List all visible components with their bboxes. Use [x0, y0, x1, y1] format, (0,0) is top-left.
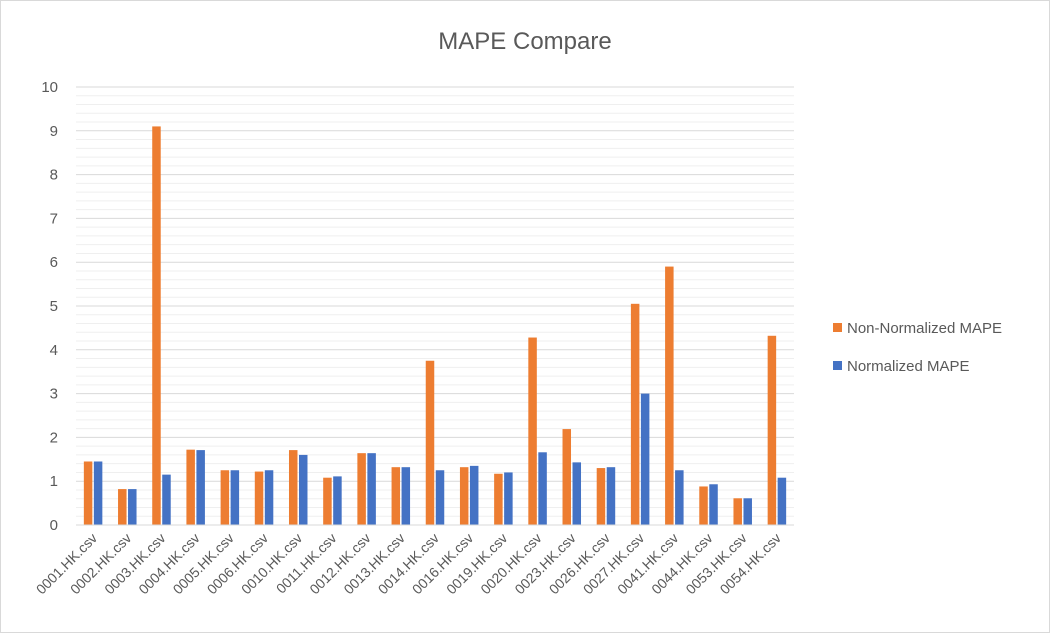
- bar-non-normalized-0026.HK.csv: [596, 468, 606, 525]
- y-tick-label: 5: [50, 298, 58, 315]
- bar-normalized-0012.HK.csv: [367, 453, 376, 525]
- y-tick-label: 10: [41, 79, 58, 96]
- bar-normalized-0003.HK.csv: [162, 474, 171, 525]
- bar-non-normalized-0013.HK.csv: [391, 467, 401, 525]
- y-tick-label: 1: [50, 473, 58, 490]
- bar-non-normalized-0014.HK.csv: [425, 360, 435, 525]
- bar-normalized-0044.HK.csv: [709, 484, 718, 525]
- bar-normalized-0027.HK.csv: [640, 393, 650, 525]
- y-tick-label: 4: [50, 342, 58, 359]
- y-tick-label: 0: [50, 517, 58, 534]
- bar-non-normalized-0010.HK.csv: [288, 450, 298, 525]
- x-axis: 0001.HK.csv0002.HK.csv0003.HK.csv0004.HK…: [33, 524, 794, 597]
- chart-title: MAPE Compare: [438, 28, 611, 55]
- bar-non-normalized-0001.HK.csv: [83, 461, 93, 525]
- bar-normalized-0005.HK.csv: [230, 470, 240, 525]
- legend-label: Normalized MAPE: [847, 358, 970, 375]
- legend-label: Non-Normalized MAPE: [847, 320, 1002, 337]
- bar-normalized-0014.HK.csv: [435, 470, 445, 525]
- bar-non-normalized-0044.HK.csv: [699, 486, 708, 525]
- bar-non-normalized-0002.HK.csv: [118, 489, 127, 525]
- y-tick-label: 2: [50, 429, 58, 446]
- bar-non-normalized-0019.HK.csv: [494, 473, 503, 525]
- bar-non-normalized-0011.HK.csv: [323, 477, 332, 525]
- bar-non-normalized-0004.HK.csv: [186, 449, 195, 525]
- y-tick-label: 7: [50, 210, 58, 227]
- bar-normalized-0054.HK.csv: [777, 477, 787, 525]
- bar-normalized-0004.HK.csv: [196, 450, 205, 525]
- bar-non-normalized-0023.HK.csv: [562, 429, 572, 525]
- bar-non-normalized-0016.HK.csv: [459, 467, 469, 525]
- bar-normalized-0026.HK.csv: [606, 467, 616, 525]
- bars: [83, 126, 787, 526]
- bar-non-normalized-0020.HK.csv: [528, 337, 537, 525]
- y-tick-label: 8: [50, 167, 58, 184]
- bar-non-normalized-0006.HK.csv: [254, 471, 264, 525]
- legend: Non-Normalized MAPE Normalized MAPE: [833, 320, 1002, 375]
- legend-swatch: [833, 323, 842, 332]
- bar-normalized-0019.HK.csv: [504, 472, 513, 525]
- bar-normalized-0006.HK.csv: [264, 470, 274, 525]
- legend-swatch: [833, 361, 842, 370]
- bar-normalized-0020.HK.csv: [538, 452, 547, 525]
- gridlines: [76, 86, 794, 526]
- bar-normalized-0010.HK.csv: [298, 454, 308, 525]
- bar-non-normalized-0012.HK.csv: [357, 453, 366, 525]
- y-axis: 0 1 2 3 4 5 6 7 8 9 10: [41, 79, 58, 534]
- bar-non-normalized-0005.HK.csv: [220, 470, 230, 525]
- bar-normalized-0041.HK.csv: [675, 470, 684, 525]
- bar-non-normalized-0003.HK.csv: [152, 126, 161, 526]
- y-tick-label: 6: [50, 254, 58, 271]
- bar-normalized-0002.HK.csv: [128, 489, 137, 525]
- bar-normalized-0053.HK.csv: [743, 498, 752, 525]
- bar-normalized-0016.HK.csv: [469, 465, 479, 525]
- bar-non-normalized-0053.HK.csv: [733, 498, 742, 525]
- y-tick-label: 3: [50, 386, 58, 403]
- bar-non-normalized-0054.HK.csv: [767, 335, 777, 525]
- bar-normalized-0023.HK.csv: [572, 462, 582, 525]
- bar-normalized-0013.HK.csv: [401, 467, 411, 525]
- y-tick-label: 9: [50, 123, 58, 140]
- bar-non-normalized-0041.HK.csv: [665, 266, 674, 525]
- bar-non-normalized-0027.HK.csv: [630, 303, 640, 525]
- bar-normalized-0011.HK.csv: [333, 476, 342, 525]
- bar-normalized-0001.HK.csv: [93, 461, 103, 525]
